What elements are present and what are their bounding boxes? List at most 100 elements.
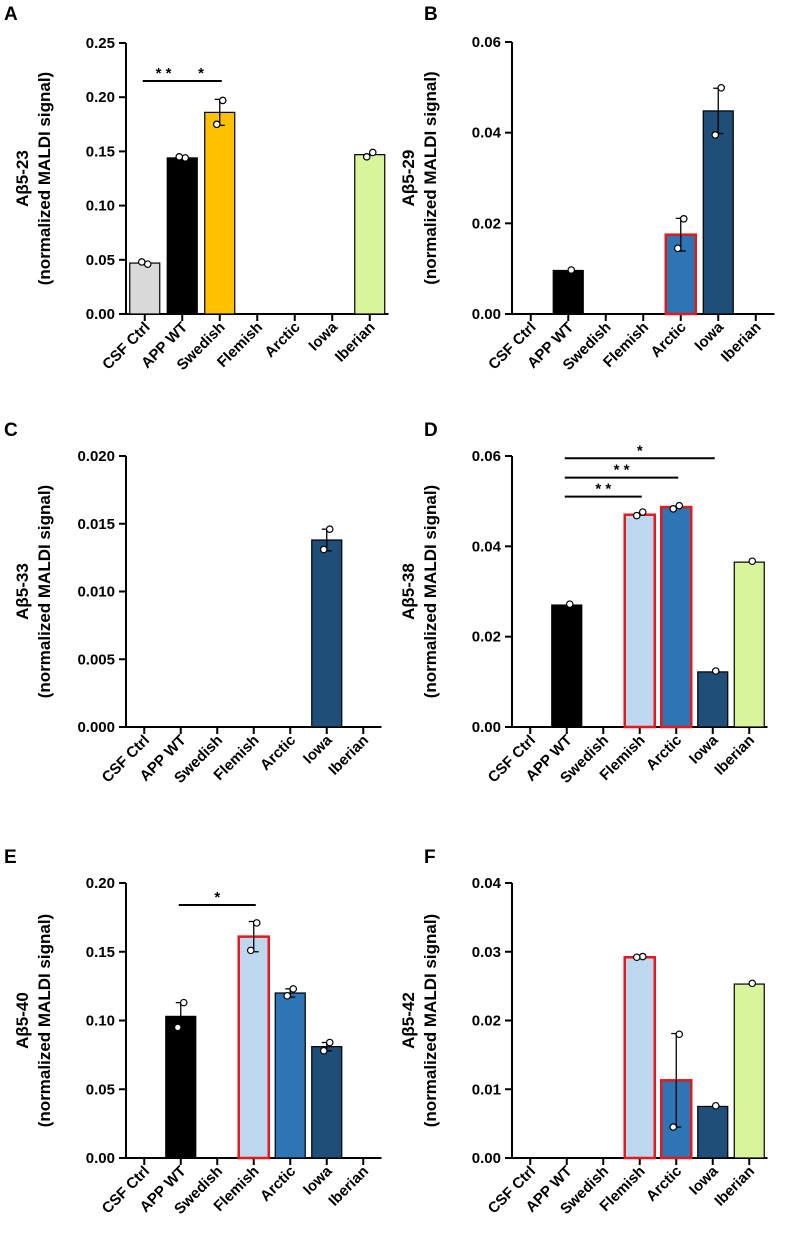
- data-point: [717, 83, 726, 92]
- panel-letter: F: [424, 847, 436, 868]
- x-tick-label: Iberian: [325, 1163, 372, 1210]
- data-point: [175, 153, 184, 161]
- bar: [166, 157, 198, 315]
- data-point: [252, 919, 261, 927]
- chart-panel-a: A 0.00 0.05 0.10 0.15 0.20 0.25 Aβ5-23 (normaliz…: [4, 4, 389, 374]
- data-point: [638, 952, 647, 961]
- y-tick-label: 0.10: [86, 1013, 115, 1030]
- data-point: [565, 600, 574, 608]
- data-point: [319, 545, 328, 554]
- y-tick-label: 0.04: [472, 875, 502, 892]
- chart-panel-e: E 0.00 0.05 0.10 0.15 0.20 Aβ5-40 (normalized M…: [4, 847, 382, 1218]
- data-point: [137, 258, 146, 266]
- y-tick-label: 0.20: [86, 875, 115, 892]
- panel-letter: E: [4, 847, 17, 868]
- chart-panel-c: C 0.000 0.005 0.010 0.015 0.020 Aβ5-33 (normali…: [4, 420, 382, 787]
- bar: [551, 604, 583, 728]
- y-tick-label: 0.015: [77, 516, 115, 533]
- y-tick-label: 0.04: [472, 125, 502, 142]
- y-axis-label-line1: Aβ5-42: [399, 992, 418, 1049]
- y-tick-label: 0.00: [472, 1150, 501, 1167]
- bar: [165, 1015, 197, 1159]
- data-point: [632, 953, 641, 962]
- panel-letter: C: [4, 420, 18, 441]
- x-tick-label: Iberian: [711, 1163, 758, 1210]
- x-tick-label: Iberian: [332, 319, 379, 366]
- significance-label: *: [637, 442, 643, 459]
- y-tick-label: 0.01: [472, 1081, 501, 1098]
- data-point: [711, 131, 720, 139]
- y-axis-label-line1: Aβ5-23: [13, 150, 32, 207]
- chart-panel-b: B 0.00 0.02 0.04 0.06 Aβ5-29 (normalized MALDI…: [399, 4, 775, 374]
- bar: [697, 1105, 729, 1159]
- x-tick-label: Arctic: [261, 319, 303, 361]
- y-axis-label-line2: (normalized MALDI signal): [35, 485, 54, 698]
- x-tick-label: Iberian: [718, 319, 765, 366]
- data-point: [711, 1101, 720, 1110]
- y-tick-label: 0.10: [86, 198, 115, 215]
- y-tick-label: 0.20: [86, 89, 115, 106]
- y-tick-label: 0.02: [472, 629, 501, 646]
- y-tick-label: 0.00: [86, 1150, 115, 1167]
- data-point: [675, 1030, 684, 1039]
- y-axis-label-line2: (normalized MALDI signal): [35, 72, 54, 285]
- y-tick-label: 0.020: [77, 448, 115, 465]
- y-tick-label: 0.00: [86, 306, 115, 323]
- bar: [129, 262, 161, 315]
- bar: [237, 935, 270, 1160]
- significance-label: * *: [595, 481, 611, 498]
- bar: [204, 111, 236, 315]
- y-axis-label-line2: (normalized MALDI signal): [421, 71, 440, 284]
- chart-panel-d: D 0.00 0.02 0.04 0.06 Aβ5-38 (normalized MALDI…: [399, 420, 768, 787]
- y-tick-label: 0.02: [472, 215, 501, 232]
- data-point: [246, 946, 255, 955]
- data-point: [567, 266, 576, 274]
- panel-letter: B: [424, 4, 438, 25]
- bar: [702, 110, 734, 315]
- y-axis-label-line2: (normalized MALDI signal): [421, 914, 440, 1127]
- data-point: [638, 508, 647, 516]
- y-tick-label: 0.000: [77, 719, 115, 736]
- bar: [311, 1046, 343, 1159]
- data-point: [212, 120, 221, 129]
- data-point: [362, 153, 371, 161]
- y-tick-label: 0.06: [472, 34, 501, 51]
- y-tick-label: 0.03: [472, 944, 501, 961]
- x-tick-label: Iberian: [325, 732, 372, 779]
- y-axis-label-line1: Aβ5-38: [399, 563, 418, 620]
- y-tick-label: 0.00: [472, 306, 501, 323]
- y-tick-label: 0.04: [472, 538, 502, 555]
- bar: [733, 561, 765, 728]
- data-point: [679, 215, 688, 223]
- data-point: [181, 154, 190, 162]
- bar: [660, 505, 693, 729]
- significance-label: *: [198, 65, 204, 82]
- y-tick-label: 0.25: [86, 35, 115, 52]
- bar: [623, 513, 656, 729]
- y-tick-label: 0.06: [472, 448, 501, 465]
- y-tick-label: 0.00: [472, 719, 501, 736]
- x-tick-label: Arctic: [647, 319, 689, 361]
- y-axis-label-line1: Aβ5-40: [13, 992, 32, 1049]
- data-point: [289, 985, 298, 993]
- y-tick-label: 0.15: [86, 944, 115, 961]
- data-point: [218, 96, 227, 105]
- data-point: [173, 1023, 182, 1032]
- data-point: [325, 525, 334, 533]
- significance-label: *: [214, 889, 220, 906]
- y-tick-label: 0.05: [86, 1081, 115, 1098]
- x-tick-label: Arctic: [643, 732, 685, 774]
- data-point: [283, 991, 292, 1000]
- bar: [274, 992, 306, 1159]
- data-point: [748, 557, 757, 566]
- chart-panel-f: F 0.00 0.01 0.02 0.03 0.04 Aβ5-42 (normalized M…: [399, 847, 768, 1218]
- y-axis-label-line1: Aβ5-33: [13, 563, 32, 620]
- data-point: [632, 511, 641, 520]
- y-tick-label: 0.15: [86, 143, 115, 160]
- bar: [623, 956, 656, 1160]
- significance-label: * *: [614, 462, 630, 479]
- y-axis-label-line1: Aβ5-29: [399, 150, 418, 207]
- data-point: [675, 501, 684, 510]
- bar: [311, 539, 343, 728]
